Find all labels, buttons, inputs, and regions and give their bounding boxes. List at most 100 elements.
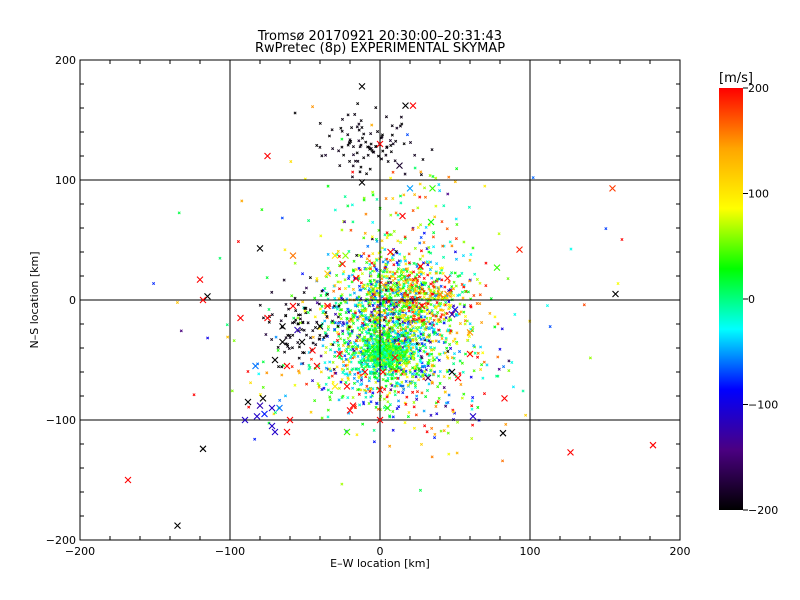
- velocity-dot: [397, 280, 401, 284]
- velocity-dot: [372, 293, 376, 297]
- velocity-dot: [388, 415, 392, 419]
- velocity-dot: [437, 352, 441, 356]
- velocity-dot: [468, 258, 472, 262]
- velocity-dot: [406, 339, 410, 343]
- velocity-dot: [335, 305, 339, 309]
- velocity-dot: [450, 244, 454, 248]
- velocity-dot: [420, 342, 424, 346]
- velocity-dot: [359, 119, 363, 123]
- velocity-dot: [383, 266, 387, 270]
- velocity-dot: [299, 321, 303, 325]
- velocity-dot: [399, 354, 403, 358]
- velocity-dot: [333, 354, 337, 358]
- velocity-dot: [365, 352, 369, 356]
- velocity-dot: [369, 146, 373, 150]
- velocity-dot: [326, 266, 330, 270]
- velocity-dot: [363, 287, 367, 291]
- velocity-dot: [267, 320, 271, 324]
- velocity-dot: [399, 384, 403, 388]
- velocity-dot: [280, 373, 284, 377]
- velocity-dot: [388, 444, 392, 448]
- velocity-dot: [434, 404, 438, 408]
- velocity-dot: [432, 280, 436, 284]
- velocity-dot: [317, 302, 321, 306]
- velocity-dot: [399, 315, 403, 319]
- velocity-dot: [447, 393, 451, 397]
- velocity-dot: [476, 351, 480, 355]
- velocity-dot: [382, 358, 386, 362]
- velocity-dot: [311, 329, 315, 333]
- velocity-dot: [344, 357, 348, 361]
- velocity-dot: [403, 257, 407, 261]
- velocity-dot: [401, 316, 405, 320]
- velocity-dot: [346, 374, 350, 378]
- velocity-cross-marker: [271, 428, 279, 436]
- velocity-dot: [442, 375, 446, 379]
- velocity-dot: [393, 363, 397, 367]
- velocity-dot: [406, 293, 410, 297]
- velocity-dot: [404, 369, 408, 373]
- velocity-dot: [359, 143, 363, 147]
- velocity-dot: [365, 343, 369, 347]
- velocity-dot: [414, 336, 418, 341]
- velocity-dot: [429, 282, 433, 286]
- velocity-dot: [304, 311, 308, 315]
- velocity-dot: [367, 379, 371, 383]
- velocity-dot: [374, 405, 378, 409]
- velocity-dot: [353, 342, 357, 346]
- velocity-dot: [388, 139, 392, 143]
- velocity-dot: [426, 273, 430, 277]
- velocity-dot: [407, 252, 411, 256]
- velocity-dot: [385, 294, 389, 298]
- axes: −200 −100 0 100 200 −200 −100 0 100 200: [46, 54, 691, 558]
- velocity-dot: [366, 244, 370, 248]
- velocity-dot: [427, 326, 431, 330]
- velocity-dot: [369, 295, 373, 299]
- velocity-dot: [435, 356, 439, 360]
- velocity-dot: [393, 393, 397, 397]
- velocity-dot: [389, 274, 393, 278]
- velocity-dot: [355, 433, 359, 437]
- velocity-dot: [384, 339, 388, 343]
- velocity-dot: [415, 397, 419, 401]
- velocity-dot: [355, 318, 360, 322]
- velocity-dot: [402, 284, 406, 288]
- velocity-dot: [367, 341, 371, 345]
- velocity-dot: [391, 258, 395, 262]
- velocity-dot: [436, 385, 440, 389]
- velocity-dot: [381, 301, 385, 305]
- velocity-dot: [479, 345, 483, 349]
- velocity-dot: [419, 360, 423, 364]
- velocity-dot: [393, 284, 397, 288]
- velocity-dot: [318, 333, 322, 337]
- velocity-dot: [435, 322, 439, 326]
- velocity-dot: [458, 322, 462, 326]
- velocity-dot: [332, 367, 336, 371]
- velocity-dot: [411, 304, 415, 309]
- velocity-dot: [434, 314, 438, 318]
- velocity-cross-marker: [406, 185, 414, 192]
- velocity-dot: [471, 395, 475, 400]
- velocity-dot: [416, 334, 420, 338]
- velocity-dot: [374, 106, 378, 110]
- velocity-dot: [307, 367, 311, 371]
- velocity-dot: [431, 359, 435, 363]
- velocity-dot: [368, 167, 372, 171]
- velocity-dot: [414, 318, 418, 322]
- velocity-dot: [380, 277, 384, 281]
- velocity-dot: [620, 238, 624, 242]
- velocity-dot: [425, 388, 429, 392]
- velocity-dot: [361, 362, 365, 366]
- velocity-cross-marker: [358, 83, 366, 90]
- colorbar-ticks: 200 100 0 −100 −200: [743, 82, 778, 517]
- velocity-dot: [388, 258, 392, 262]
- velocity-dot: [468, 279, 472, 283]
- velocity-dot: [429, 348, 433, 352]
- velocity-dot: [422, 349, 426, 353]
- velocity-cross-marker: [418, 302, 426, 310]
- velocity-dot: [411, 356, 415, 360]
- velocity-dot: [472, 294, 476, 298]
- velocity-dot: [352, 381, 356, 385]
- velocity-dot: [375, 289, 379, 293]
- velocity-dot: [616, 282, 620, 286]
